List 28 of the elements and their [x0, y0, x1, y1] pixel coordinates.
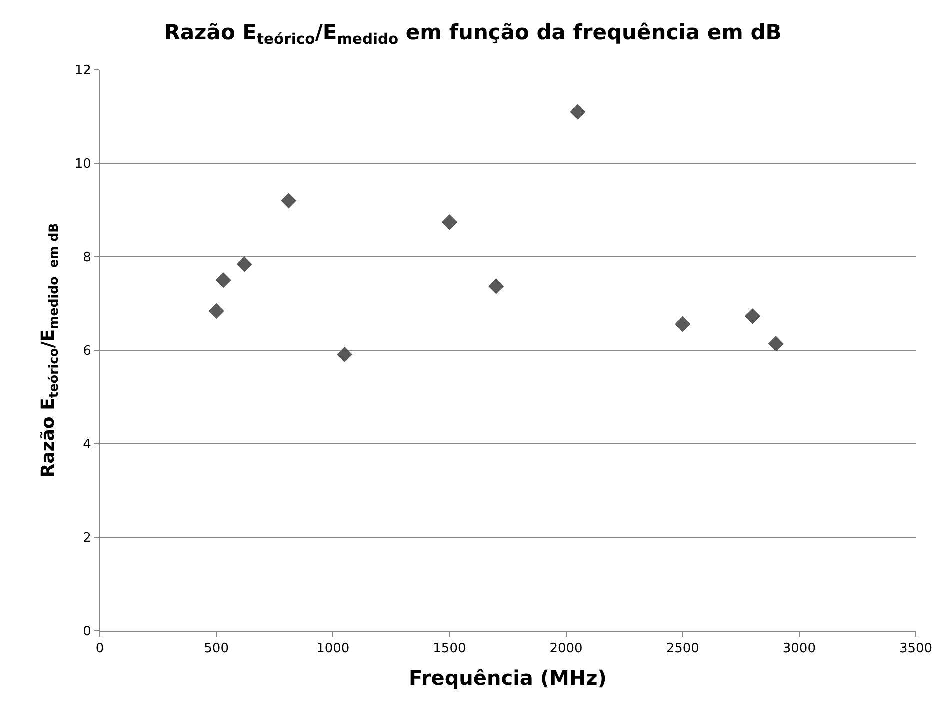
- x-tick-label: 1500: [433, 642, 466, 657]
- point: [208, 303, 224, 320]
- point: [488, 278, 504, 294]
- x-axis-title: Frequência (MHz): [409, 666, 607, 690]
- x-tick-label: 2500: [666, 642, 700, 657]
- point: [768, 336, 784, 352]
- point: [216, 272, 232, 288]
- y-tick-label: 8: [83, 250, 92, 266]
- point: [442, 214, 458, 230]
- point: [281, 193, 297, 209]
- point: [570, 104, 586, 120]
- x-tick-label: 2000: [550, 642, 583, 657]
- y-tick-label: 4: [83, 438, 92, 453]
- point: [675, 316, 691, 332]
- y-tick-label: 0: [83, 624, 92, 640]
- x-tick-label: 0: [96, 642, 104, 657]
- x-tick-label: 500: [204, 642, 229, 657]
- y-tick-label: 12: [74, 64, 92, 79]
- point: [337, 346, 353, 363]
- point: [236, 256, 252, 272]
- y-tick-label: 2: [83, 531, 92, 546]
- x-tick-label: 3500: [899, 642, 933, 657]
- chart-title: Razão E$_{teórico}$/E$_{medido}$ em função da frequência em dB: [164, 20, 782, 48]
- x-tick-label: 3000: [782, 642, 816, 657]
- x-tick-label: 1000: [316, 642, 350, 657]
- y-tick-label: 6: [83, 344, 92, 360]
- point: [745, 308, 761, 324]
- y-tick-label: 10: [74, 157, 92, 172]
